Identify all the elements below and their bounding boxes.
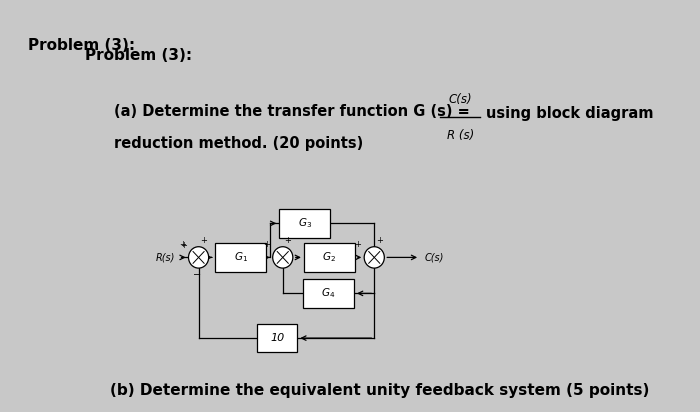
Bar (303, 279, 354, 308)
Circle shape (364, 247, 384, 268)
Bar (215, 243, 266, 272)
Text: +: + (181, 241, 188, 250)
Circle shape (188, 247, 209, 268)
Text: +: + (376, 236, 383, 245)
Text: R (s): R (s) (447, 129, 474, 142)
Text: C(s): C(s) (449, 93, 472, 106)
Text: Problem (3):: Problem (3): (85, 48, 192, 63)
Text: $G_1$: $G_1$ (234, 250, 248, 265)
Text: $G_2$: $G_2$ (323, 250, 337, 265)
Bar (279, 209, 330, 238)
Text: C(s): C(s) (425, 253, 444, 262)
Text: 10: 10 (270, 333, 284, 343)
Text: $G_4$: $G_4$ (321, 286, 335, 300)
Text: +: + (179, 240, 186, 249)
Text: $G_3$: $G_3$ (298, 216, 312, 230)
Text: (a) Determine the transfer function G (s) =: (a) Determine the transfer function G (s… (114, 104, 475, 119)
Bar (257, 325, 298, 352)
Text: −: − (193, 270, 201, 280)
Text: Problem (3):: Problem (3): (28, 38, 135, 53)
Circle shape (273, 247, 293, 268)
Text: +: + (263, 240, 270, 249)
Text: +: + (285, 236, 291, 245)
Text: using block diagram: using block diagram (486, 106, 653, 121)
Text: reduction method. (20 points): reduction method. (20 points) (114, 136, 364, 151)
Bar (304, 243, 355, 272)
Text: R(s): R(s) (155, 253, 175, 262)
Text: (b) Determine the equivalent unity feedback system (5 points): (b) Determine the equivalent unity feedb… (110, 383, 650, 398)
Text: +: + (355, 240, 361, 249)
Text: +: + (200, 236, 207, 245)
